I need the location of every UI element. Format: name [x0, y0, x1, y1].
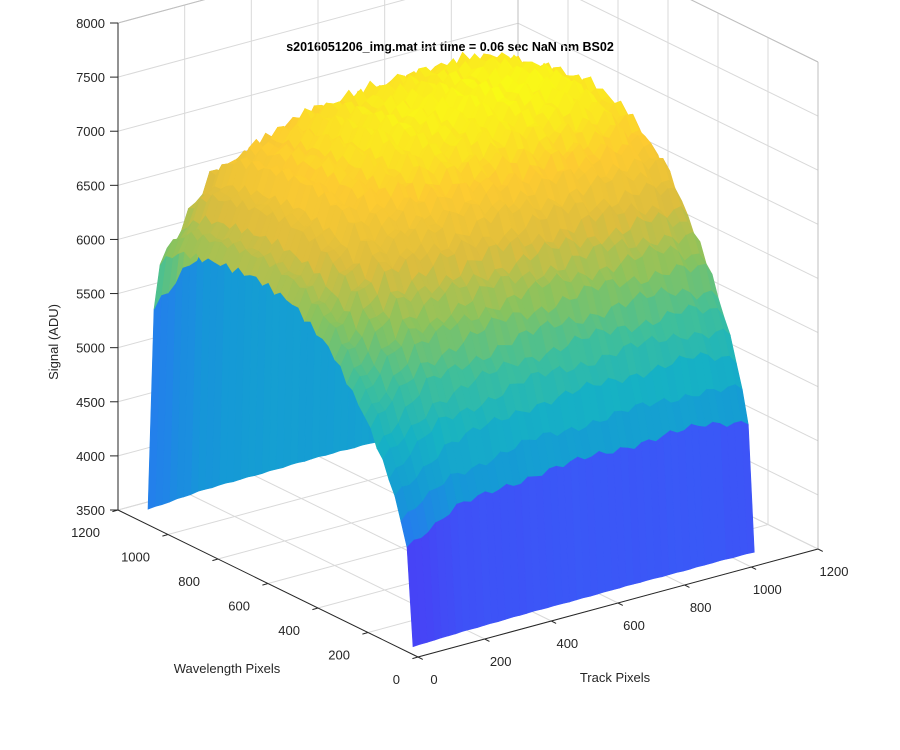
grid-line: [117, 0, 406, 78]
y-tick-label: 400: [278, 623, 300, 638]
chart-title: s2016051206_img.mat int time = 0.06 sec …: [286, 40, 614, 54]
x-tick-mark: [817, 548, 824, 552]
grid-line: [117, 22, 519, 132]
grid-line: [579, 0, 819, 117]
z-tick-label: 7000: [76, 124, 105, 139]
z-tick-label: 8000: [76, 16, 105, 31]
z-tick-label: 6000: [76, 232, 105, 247]
y-tick-label: 0: [393, 672, 400, 687]
x-tick-label: 800: [690, 600, 712, 615]
y-tick-mark: [362, 632, 369, 635]
y-axis-label: Wavelength Pixels: [174, 661, 281, 676]
z-tick-label: 4000: [76, 449, 105, 464]
y-tick-label: 600: [228, 599, 250, 614]
x-axis-label: Track Pixels: [580, 670, 651, 685]
x-tick-label: 1000: [753, 582, 782, 597]
y-tick-label: 1200: [71, 525, 100, 540]
z-tick-label: 4500: [76, 395, 105, 410]
surface-patch: [406, 539, 421, 648]
surface-layer: [147, 51, 755, 648]
z-tick-label: 6500: [76, 178, 105, 193]
x-tick-label: 0: [430, 672, 437, 687]
x-tick-label: 400: [556, 636, 578, 651]
x-tick-mark: [617, 602, 624, 606]
box-edge: [690, 0, 819, 63]
x-tick-mark: [684, 584, 690, 588]
box-edge: [117, 0, 206, 24]
y-tick-mark: [262, 583, 269, 586]
tick-layer: 0 200 400 600 800 1000 1200 0 200 400 600 800 1000 12…: [71, 16, 848, 687]
x-tick-label: 600: [623, 618, 645, 633]
grid-line: [517, 22, 819, 171]
x-tick-mark: [551, 620, 557, 624]
y-tick-label: 200: [328, 648, 350, 663]
y-tick-mark: [412, 656, 419, 660]
y-tick-label: 1000: [121, 550, 150, 565]
x-tick-mark: [751, 566, 757, 570]
y-tick-label: 800: [178, 574, 200, 589]
z-axis-label: Signal (ADU): [46, 304, 61, 380]
x-tick-label: 1200: [820, 564, 849, 579]
y-tick-mark: [312, 607, 319, 611]
x-tick-label: 200: [490, 654, 512, 669]
x-tick-mark: [417, 656, 424, 660]
y-tick-mark: [162, 534, 169, 537]
z-tick-label: 3500: [76, 503, 105, 518]
z-tick-label: 5500: [76, 287, 105, 302]
z-tick-label: 5000: [76, 341, 105, 356]
x-tick-mark: [484, 638, 490, 642]
z-tick-label: 7500: [76, 70, 105, 85]
y-tick-mark: [212, 558, 219, 562]
